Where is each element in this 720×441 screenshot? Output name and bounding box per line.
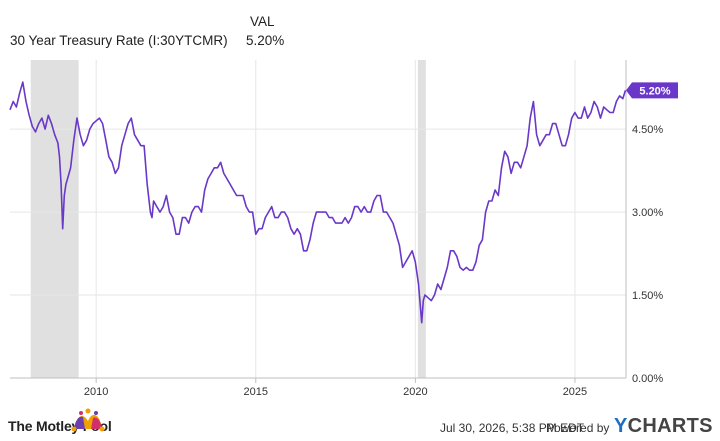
x-tick-label-3: 2025 bbox=[563, 386, 587, 398]
x-tick-label-2: 2020 bbox=[403, 386, 427, 398]
series-name[interactable]: 30 Year Treasury Rate (I:30YTCMR) bbox=[10, 33, 228, 48]
powered-by-label: Powered by bbox=[546, 421, 610, 435]
jester-hat-icon bbox=[71, 408, 105, 432]
ycharts-logo-text: CHARTS bbox=[627, 415, 713, 437]
treasury-rate-chart[interactable]: 0.00% 1.50% 3.00% 4.50% 2010 2015 2020 2025 5.20… bbox=[0, 0, 720, 405]
x-tick-label-1: 2015 bbox=[244, 386, 268, 398]
recession-band-1 bbox=[417, 60, 426, 378]
y-tick-label-1: 1.50% bbox=[632, 290, 663, 302]
recession-band-0 bbox=[30, 60, 79, 378]
last-value-badge bbox=[626, 82, 678, 99]
y-tick-label-0: 0.00% bbox=[632, 373, 663, 385]
chart-footer: The Motley Fool Jul 30, 2026, 5:38 PM ED… bbox=[0, 405, 720, 441]
treasury-rate-line bbox=[9, 81, 627, 324]
y-tick-label-3: 4.50% bbox=[632, 124, 663, 136]
ycharts-logo[interactable]: YCHARTS bbox=[614, 415, 713, 438]
ycharts-logo-y: Y bbox=[614, 415, 628, 437]
last-value-label: 5.20% bbox=[639, 85, 670, 97]
y-tick-label-2: 3.00% bbox=[632, 207, 663, 219]
series-current-value: 5.20% bbox=[246, 33, 285, 48]
chart-header: VAL 30 Year Treasury Rate (I:30YTCMR) 5.… bbox=[0, 0, 720, 54]
chart-timestamp: Jul 30, 2026, 5:38 PM EDT bbox=[440, 421, 585, 435]
x-tick-label-0: 2010 bbox=[84, 386, 108, 398]
value-column-label: VAL bbox=[250, 14, 275, 29]
